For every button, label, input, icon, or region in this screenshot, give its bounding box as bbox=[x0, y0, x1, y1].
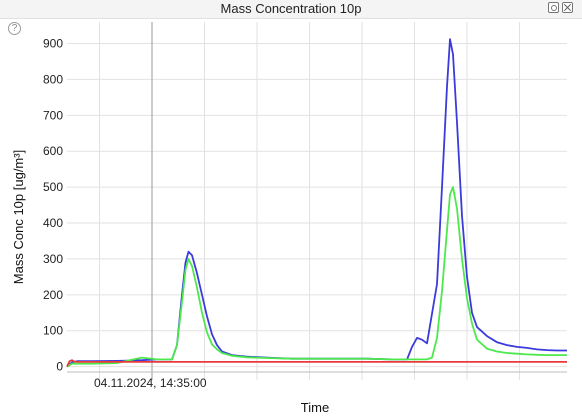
y-tick-label: 200 bbox=[43, 288, 63, 302]
series-line-3 bbox=[66, 359, 567, 367]
y-tick-label: 100 bbox=[43, 324, 63, 338]
x-axis-ticks: 04.11.2024, 14:35:00 bbox=[94, 376, 207, 390]
y-tick-label: 500 bbox=[43, 180, 63, 194]
restore-icon[interactable] bbox=[548, 2, 559, 13]
close-icon[interactable] bbox=[562, 2, 573, 13]
series-line-1 bbox=[66, 38, 567, 368]
y-axis-ticks: 0 100 200 300 400 500 600 700 800 900 bbox=[43, 37, 63, 374]
y-tick-label: 700 bbox=[43, 108, 63, 122]
y-tick-label: 600 bbox=[43, 144, 63, 158]
window-title: Mass Concentration 10p bbox=[220, 1, 362, 16]
series-group bbox=[66, 38, 567, 368]
y-tick-label: 300 bbox=[43, 252, 63, 266]
x-axis-title: Time bbox=[301, 400, 329, 415]
window-titlebar: Mass Concentration 10p bbox=[0, 0, 582, 19]
series-line-2 bbox=[66, 186, 567, 368]
y-axis-title: Mass Conc 10p [ug/m³] bbox=[11, 150, 26, 284]
y-tick-label: 900 bbox=[43, 37, 63, 51]
grid bbox=[67, 22, 567, 380]
y-tick-label: 800 bbox=[43, 72, 63, 86]
help-icon[interactable]: ? bbox=[8, 22, 21, 35]
y-tick-label: 0 bbox=[56, 360, 63, 374]
x-tick-label: 04.11.2024, 14:35:00 bbox=[94, 376, 207, 390]
y-tick-label: 400 bbox=[43, 216, 63, 230]
